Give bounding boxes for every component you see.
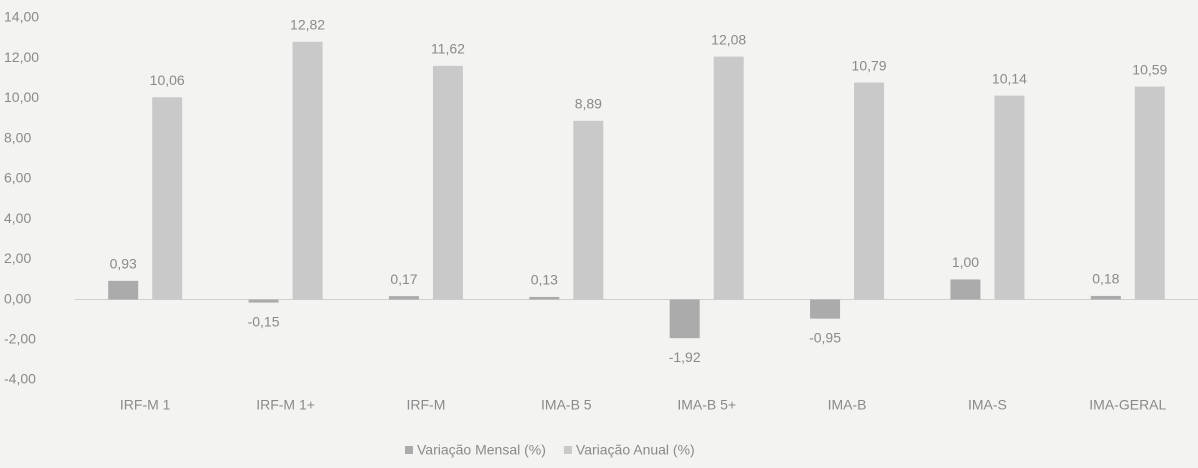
x-tick-label: IRF-M 1 xyxy=(120,397,171,413)
x-tick-label: IRF-M 1+ xyxy=(256,397,315,413)
bar xyxy=(248,299,279,303)
bar xyxy=(108,280,139,300)
data-label: 11,62 xyxy=(431,41,465,57)
bar xyxy=(432,65,463,300)
bar xyxy=(994,95,1025,300)
data-label: 1,00 xyxy=(952,254,979,270)
data-label: -0,95 xyxy=(809,329,841,345)
data-label: 10,79 xyxy=(852,57,887,73)
bar xyxy=(152,97,183,300)
legend-marker xyxy=(405,446,413,454)
x-tick-label: IMA-GERAL xyxy=(1089,397,1166,413)
y-tick-label: 2,00 xyxy=(4,250,31,266)
y-tick-label: 10,00 xyxy=(4,89,39,105)
bar xyxy=(573,120,604,300)
data-label: 0,13 xyxy=(531,272,558,288)
data-label: 0,17 xyxy=(390,271,417,287)
x-tick-label: IMA-B xyxy=(828,397,867,413)
y-tick-label: 6,00 xyxy=(4,170,31,186)
y-tick-label: -4,00 xyxy=(4,371,36,387)
x-tick-label: IMA-B 5 xyxy=(541,397,592,413)
bar xyxy=(388,296,419,300)
bar xyxy=(713,56,744,300)
bar xyxy=(854,82,885,300)
legend-marker xyxy=(563,446,572,454)
bar xyxy=(669,299,700,339)
y-tick-label: 0,00 xyxy=(4,290,31,306)
y-tick-label: 12,00 xyxy=(4,49,39,65)
data-label: 10,59 xyxy=(1132,61,1167,77)
x-tick-label: IMA-B 5+ xyxy=(677,397,736,413)
bar xyxy=(1134,86,1165,300)
data-label: 10,14 xyxy=(992,70,1027,86)
bar xyxy=(292,41,323,300)
data-label: 0,18 xyxy=(1092,271,1119,287)
data-label: 12,82 xyxy=(290,16,325,32)
legend-label: Variação Anual (%) xyxy=(576,442,695,458)
data-label: 12,08 xyxy=(711,31,746,47)
bar xyxy=(529,296,560,300)
data-label: 10,06 xyxy=(150,72,185,88)
data-label: 0,93 xyxy=(110,256,137,272)
legend-label: Variação Mensal (%) xyxy=(417,442,546,458)
y-tick-label: 8,00 xyxy=(4,129,31,145)
x-tick-label: IMA-S xyxy=(968,397,1007,413)
y-tick-label: -2,00 xyxy=(4,330,36,346)
bar xyxy=(810,299,841,319)
bar xyxy=(1090,295,1121,300)
y-tick-label: 14,00 xyxy=(4,9,39,25)
data-label: 8,89 xyxy=(575,95,602,111)
data-label: -1,92 xyxy=(669,349,701,365)
y-tick-label: 4,00 xyxy=(4,210,31,226)
bar xyxy=(950,279,981,300)
x-tick-label: IRF-M xyxy=(406,397,445,413)
data-label: -0,15 xyxy=(248,313,280,329)
